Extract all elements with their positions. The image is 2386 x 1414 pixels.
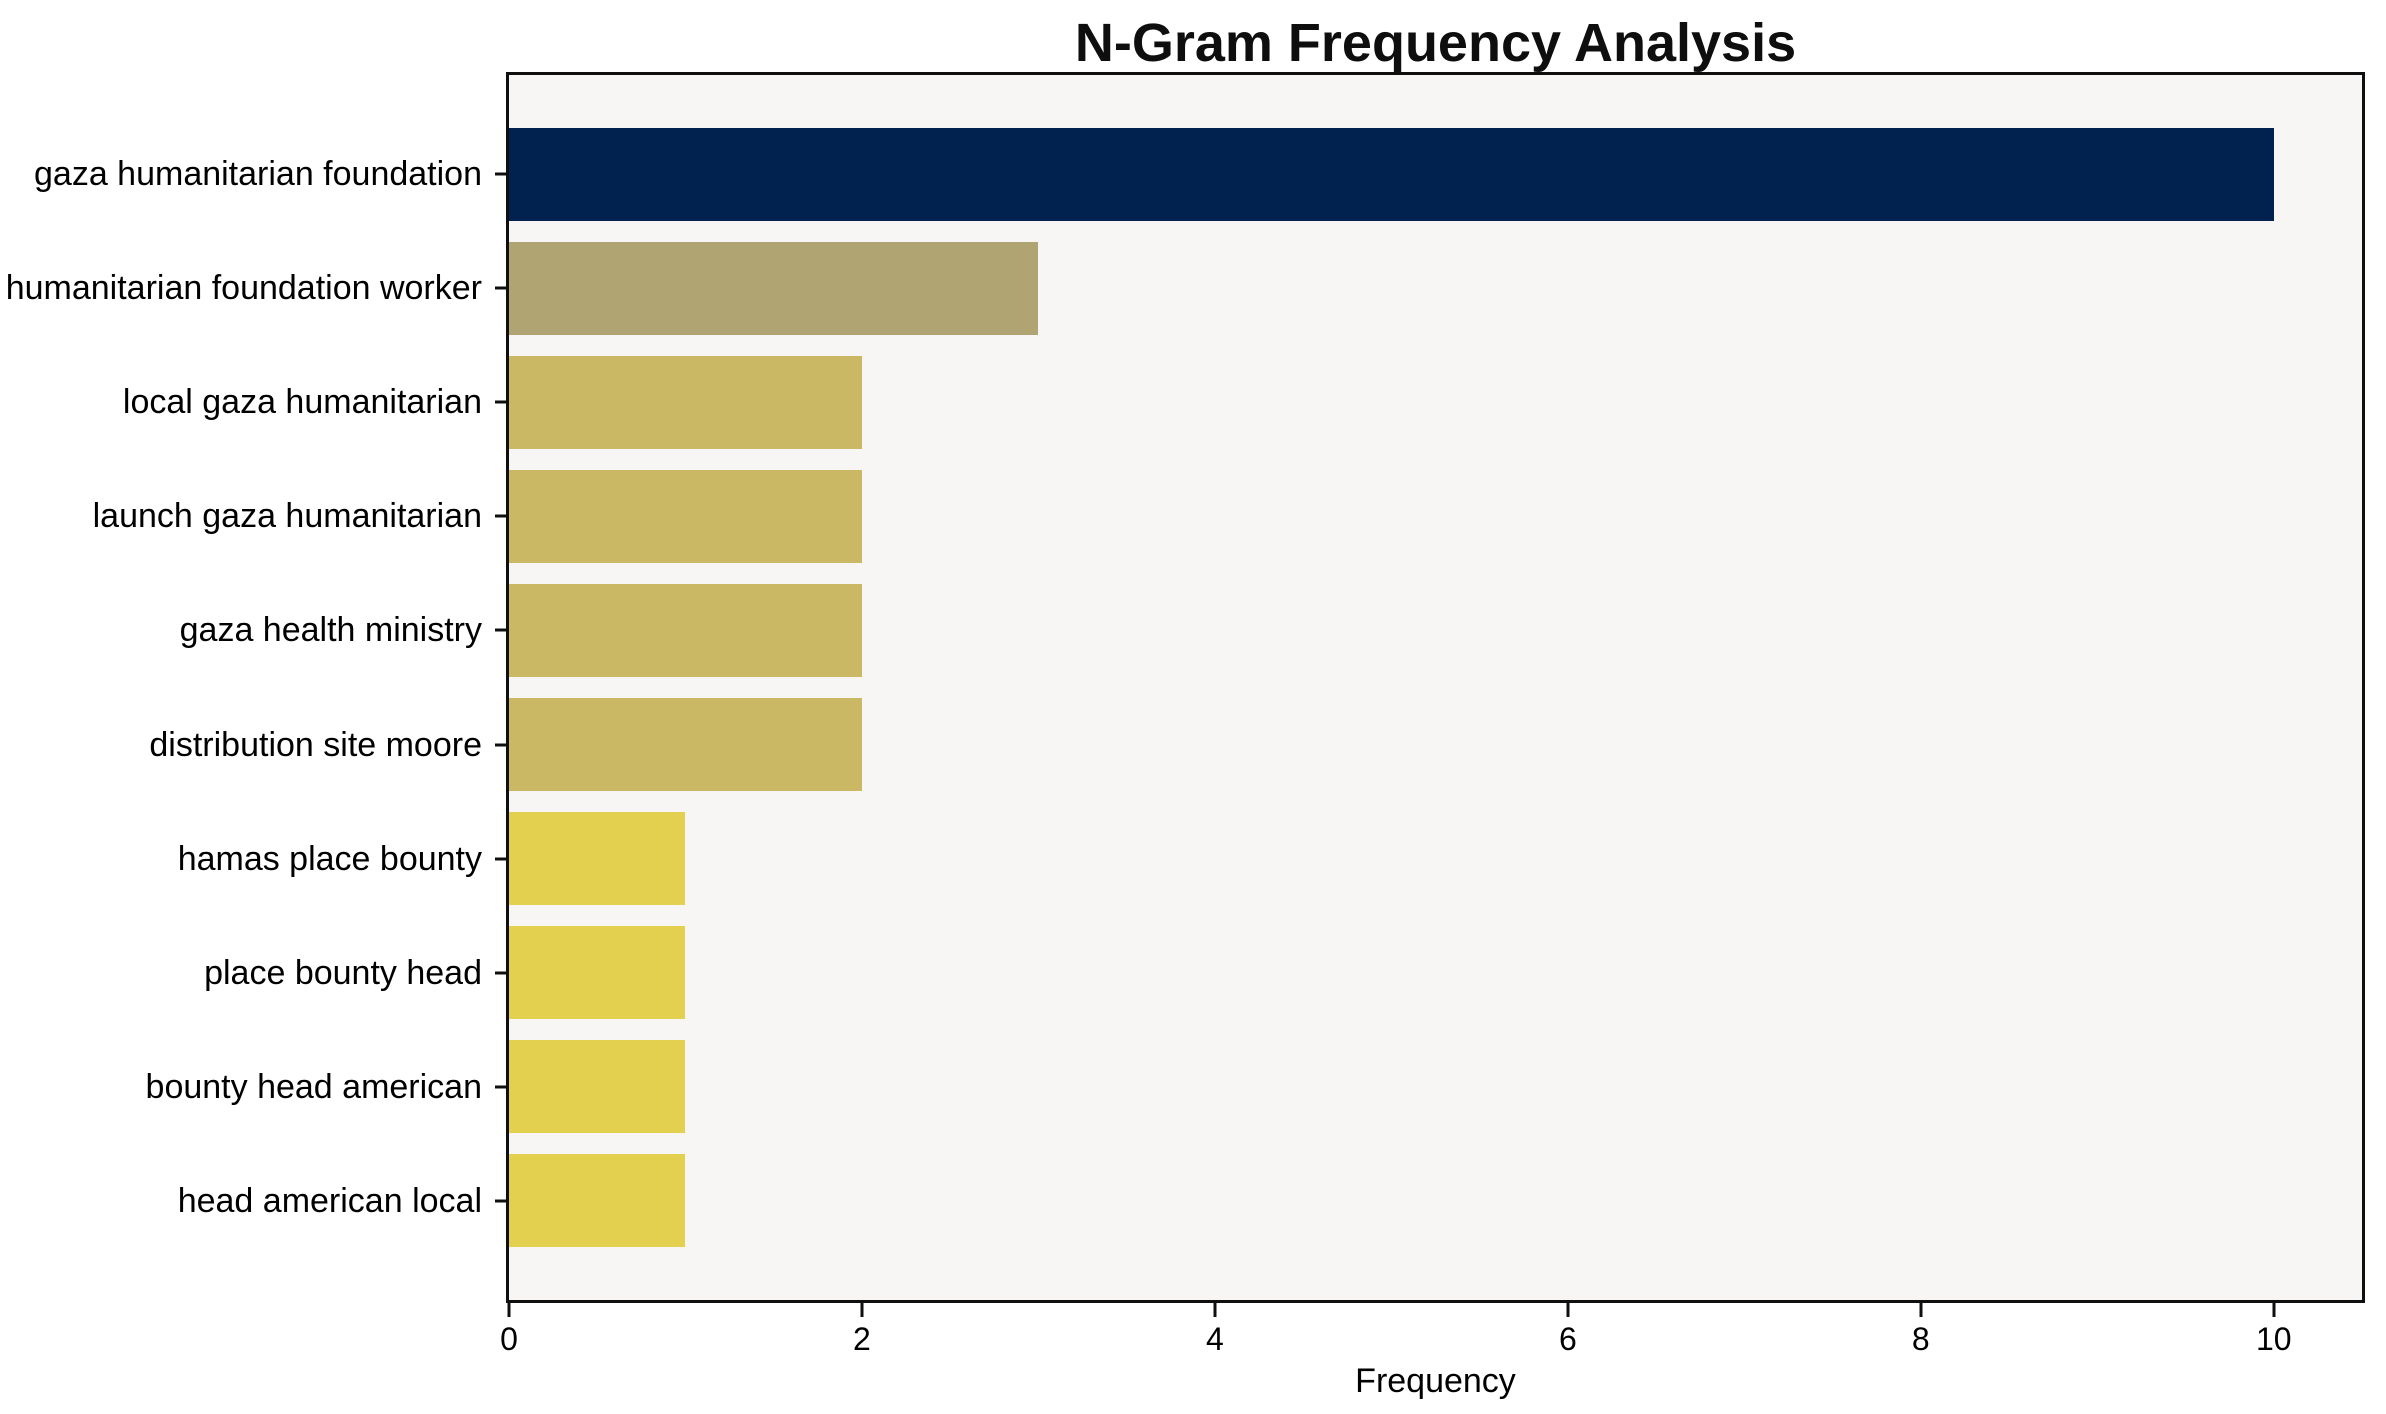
x-tick-mark (507, 1303, 511, 1317)
x-tick-mark (1213, 1303, 1217, 1317)
y-tick-mark (495, 743, 506, 747)
x-tick-label: 8 (1911, 1321, 1930, 1357)
y-tick-label: humanitarian foundation worker (5, 269, 482, 308)
chart-title: N-Gram Frequency Analysis (1074, 13, 1797, 73)
x-tick-mark (1919, 1303, 1923, 1317)
x-tick-mark (2272, 1303, 2276, 1317)
x-tick-label: 0 (500, 1321, 518, 1357)
bar (509, 469, 862, 563)
bar (509, 698, 862, 792)
bar-row: bounty head american (146, 1030, 2362, 1144)
bar (509, 812, 686, 906)
plot-area: gaza humanitarian foundation humanitarian… (6, 72, 2365, 1303)
y-tick-mark (495, 857, 506, 861)
y-tick-label: place bounty head (204, 953, 482, 992)
bar (509, 1154, 686, 1248)
y-tick-label: local gaza humanitarian (122, 383, 482, 422)
y-tick-label: bounty head american (145, 1067, 482, 1106)
bar-row: launch gaza humanitarian (93, 459, 2362, 573)
bar-row: humanitarian foundation worker (6, 231, 2362, 345)
x-axis: 0 2 4 6 8 10 (500, 1303, 2362, 1373)
y-tick-label: launch gaza humanitarian (92, 497, 482, 536)
x-tick-label: 10 (2255, 1321, 2292, 1357)
bar (509, 127, 2274, 221)
bar-row: gaza humanitarian foundation (34, 117, 2362, 231)
bar-row: distribution site moore (149, 687, 2362, 801)
bar (509, 583, 862, 677)
bar-row: place bounty head (204, 916, 2362, 1030)
bar (509, 355, 862, 449)
y-tick-label: gaza health ministry (179, 611, 482, 650)
y-tick-mark (495, 286, 506, 290)
x-tick-mark (860, 1303, 864, 1317)
bar-row: hamas place bounty (178, 802, 2362, 916)
y-tick-mark (495, 514, 506, 518)
y-tick-mark (495, 172, 506, 176)
y-tick-label: distribution site moore (149, 725, 482, 764)
bar (509, 926, 686, 1020)
bar (509, 241, 1039, 335)
x-tick-label: 4 (1205, 1321, 1224, 1357)
x-tick-label: 2 (853, 1321, 871, 1357)
x-axis-label: Frequency (1355, 1362, 1516, 1400)
y-tick-mark (495, 1085, 506, 1089)
bar-row: local gaza humanitarian (123, 345, 2362, 459)
y-tick-mark (495, 1199, 506, 1203)
bar-row: head american local (178, 1144, 2362, 1258)
bar-row: gaza health ministry (180, 573, 2362, 687)
y-tick-mark (495, 628, 506, 632)
x-tick-label: 6 (1558, 1321, 1577, 1357)
bar (509, 1040, 686, 1134)
y-tick-label: head american local (177, 1181, 482, 1220)
y-tick-label: hamas place bounty (177, 839, 482, 878)
y-tick-mark (495, 971, 506, 975)
y-tick-label: gaza humanitarian foundation (34, 155, 482, 194)
bars-container: gaza humanitarian foundation humanitarian… (6, 75, 2362, 1300)
y-tick-mark (495, 400, 506, 404)
x-tick-mark (1566, 1303, 1570, 1317)
